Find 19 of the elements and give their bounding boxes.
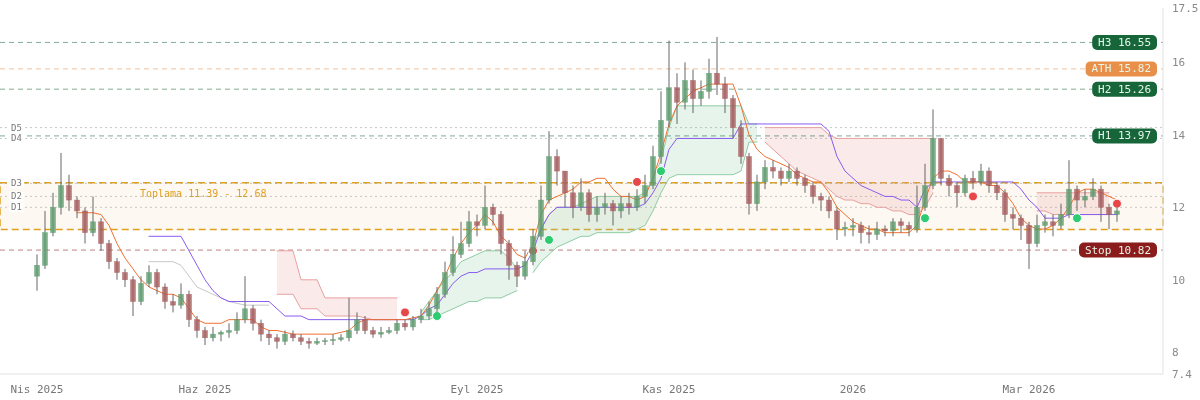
x-tick-label: Kas 2025 [642, 383, 696, 396]
ref-line-label: ATH 15.82 [1091, 62, 1152, 76]
y-tick-label: 12 [1172, 201, 1186, 215]
y-tick-label: 8 [1172, 346, 1179, 360]
y-tick-label: 7.4 [1172, 368, 1193, 381]
band-label: Toplama 11.39 - 12.68 [140, 187, 267, 199]
y-tick-label: 10 [1172, 273, 1186, 287]
x-tick-label: 2026 [839, 383, 867, 396]
ref-line-label: Stop 10.82 [1084, 243, 1152, 257]
x-tick-label: Eyl 2025 [450, 383, 504, 396]
y-tick-label: 17.5 [1172, 2, 1199, 15]
ref-line-label: H3 16.55 [1098, 35, 1152, 49]
x-tick-label: Nis 2025 [10, 383, 64, 396]
x-tick-label: Mar 2026 [1002, 383, 1056, 396]
ref-line-label: H2 15.26 [1098, 82, 1152, 96]
x-tick-label: Haz 2025 [178, 383, 232, 396]
ref-line-label: H1 13.97 [1098, 129, 1152, 143]
y-tick-label: 16 [1172, 56, 1186, 70]
y-tick-label: 14 [1172, 128, 1186, 142]
